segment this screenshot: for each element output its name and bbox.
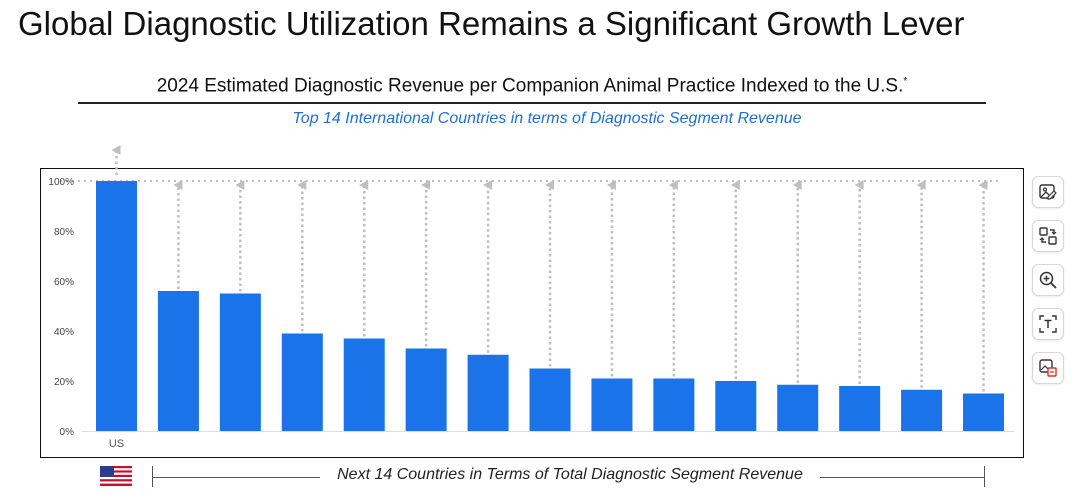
bracket-left-tick [152, 466, 153, 487]
bar [281, 333, 323, 431]
chart-frame [40, 168, 1024, 458]
bar [591, 378, 633, 431]
subtitle-underline [78, 102, 986, 104]
bar [467, 354, 509, 431]
image-edit-icon [1039, 184, 1057, 200]
bar [901, 389, 943, 431]
image-convert-button[interactable] [1032, 352, 1064, 384]
main-title: Global Diagnostic Utilization Remains a … [18, 5, 965, 42]
y-tick-label: 0% [60, 427, 75, 438]
bracket-right-tick [984, 466, 985, 487]
bar [343, 338, 385, 431]
bar [157, 291, 199, 431]
bar [405, 348, 447, 431]
y-tick-label: 80% [54, 227, 74, 238]
y-tick-label: 60% [54, 277, 74, 288]
chart-caption: Top 14 International Countries in terms … [292, 110, 802, 127]
x-tick-label: US [109, 438, 124, 450]
us-flag-icon [100, 466, 132, 486]
bar [777, 384, 819, 431]
y-tick-label: 20% [54, 377, 74, 388]
y-tick-label: 100% [48, 177, 74, 188]
bar [715, 381, 757, 431]
subtitle-text: 2024 Estimated Diagnostic Revenue per Co… [156, 75, 904, 97]
bar [653, 378, 695, 431]
chart-subtitle: 2024 Estimated Diagnostic Revenue per Co… [78, 70, 986, 98]
bracket-label: Next 14 Countries in Terms of Total Diag… [320, 466, 820, 484]
text-recognition-icon [1039, 315, 1057, 333]
bar [529, 368, 571, 431]
bar [963, 393, 1005, 431]
image-edit-button[interactable] [1032, 176, 1064, 208]
bar [96, 181, 137, 431]
swap-button[interactable] [1032, 220, 1064, 252]
swap-icon [1039, 227, 1057, 245]
zoom-in-icon [1039, 271, 1057, 289]
y-tick-label: 40% [54, 327, 74, 338]
text-recognition-button[interactable] [1032, 308, 1064, 340]
zoom-in-button[interactable] [1032, 264, 1064, 296]
bar [839, 386, 881, 431]
footnote-mark: * [903, 76, 908, 87]
bar [219, 293, 261, 431]
image-convert-icon [1039, 359, 1057, 377]
